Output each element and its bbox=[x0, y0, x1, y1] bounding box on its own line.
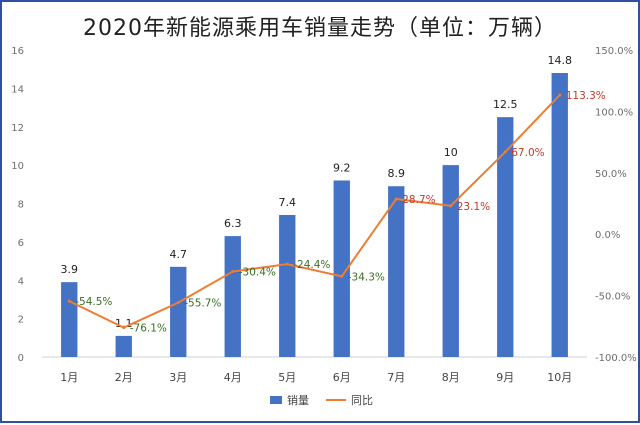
bar-sales bbox=[224, 236, 241, 357]
line-value-label: 23.1% bbox=[457, 201, 490, 213]
line-yoy bbox=[68, 94, 561, 329]
y-right-tick-label: -50.0% bbox=[595, 292, 630, 303]
line-yoy-point bbox=[176, 301, 180, 305]
x-category-label: 9月 bbox=[496, 371, 514, 384]
chart-title: 2020年新能源乘用车销量走势（单位：万辆） bbox=[83, 16, 557, 41]
bar-value-label: 6.3 bbox=[224, 217, 242, 230]
x-category-label: 4月 bbox=[224, 371, 242, 384]
y-right-tick-label: 150.0% bbox=[595, 46, 633, 57]
y-left-tick-label: 0 bbox=[18, 353, 24, 364]
x-category-label: 5月 bbox=[278, 371, 296, 384]
y-right-tick-label: -100.0% bbox=[595, 353, 637, 364]
bar-sales bbox=[279, 215, 296, 357]
x-category-label: 6月 bbox=[333, 371, 351, 384]
bar-sales bbox=[333, 180, 350, 357]
bar-sales bbox=[442, 165, 459, 357]
y-left-tick-label: 10 bbox=[11, 161, 24, 172]
line-value-label: -55.7% bbox=[184, 298, 221, 310]
legend-label-sales: 销量 bbox=[287, 393, 309, 407]
bar-sales bbox=[551, 73, 568, 358]
y-right-tick-label: 50.0% bbox=[595, 169, 627, 180]
line-value-label: 113.3% bbox=[566, 90, 606, 102]
line-yoy-point bbox=[558, 93, 562, 97]
bar-value-label: 4.7 bbox=[170, 248, 188, 261]
line-yoy-point bbox=[449, 204, 453, 208]
line-value-label: 28.7% bbox=[402, 194, 435, 206]
bar-sales bbox=[170, 266, 187, 357]
bar-sales bbox=[61, 282, 78, 357]
line-yoy-point bbox=[394, 197, 398, 201]
y-left-tick-label: 12 bbox=[11, 123, 24, 134]
y-left-tick-label: 6 bbox=[18, 238, 24, 249]
line-yoy-point bbox=[503, 150, 507, 154]
bar-sales bbox=[497, 117, 514, 357]
x-category-label: 3月 bbox=[169, 371, 187, 384]
legend-swatch-sales bbox=[270, 396, 282, 404]
x-category-label: 1月 bbox=[60, 371, 78, 384]
y-right-tick-label: 0.0% bbox=[595, 230, 620, 241]
line-value-label: -54.5% bbox=[75, 296, 112, 308]
x-category-label: 2月 bbox=[115, 371, 133, 384]
y-right-tick-label: 100.0% bbox=[595, 107, 633, 118]
y-left-tick-label: 8 bbox=[18, 200, 24, 211]
line-yoy-point bbox=[340, 274, 344, 278]
line-yoy-point bbox=[67, 299, 71, 303]
y-left-tick-label: 16 bbox=[11, 46, 24, 57]
x-category-label: 8月 bbox=[442, 371, 460, 384]
line-value-label: 67.0% bbox=[511, 147, 544, 159]
y-left-tick-label: 4 bbox=[18, 276, 24, 287]
x-category-label: 7月 bbox=[387, 371, 405, 384]
y-left-tick-label: 2 bbox=[18, 315, 24, 326]
bar-value-label: 12.5 bbox=[493, 98, 518, 111]
bar-value-label: 8.9 bbox=[388, 167, 406, 180]
line-value-label: -76.1% bbox=[130, 323, 167, 335]
line-yoy-point bbox=[122, 326, 126, 330]
line-yoy-point bbox=[231, 270, 235, 274]
y-left-tick-label: 14 bbox=[11, 84, 24, 95]
legend-label-yoy: 同比 bbox=[351, 394, 373, 407]
bar-sales bbox=[388, 186, 405, 357]
bar-value-label: 10 bbox=[444, 146, 458, 159]
bar-sales bbox=[115, 335, 132, 357]
bar-value-label: 9.2 bbox=[333, 161, 351, 174]
line-yoy-point bbox=[285, 262, 289, 266]
line-value-label: -24.4% bbox=[293, 259, 330, 271]
bar-value-label: 3.9 bbox=[61, 263, 79, 276]
bar-value-label: 7.4 bbox=[279, 196, 297, 209]
line-value-label: -30.4% bbox=[239, 267, 276, 279]
bar-value-label: 14.8 bbox=[548, 54, 573, 67]
x-category-label: 10月 bbox=[547, 371, 572, 384]
line-value-label: -34.3% bbox=[348, 271, 385, 283]
